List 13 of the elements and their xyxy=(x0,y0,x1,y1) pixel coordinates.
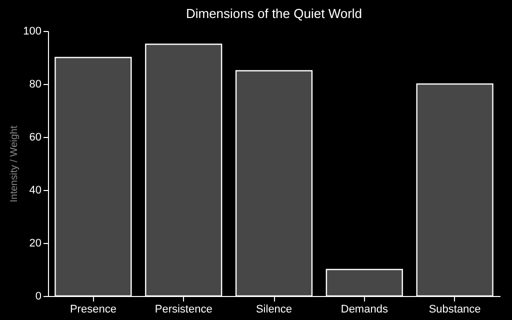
x-tick-label: Silence xyxy=(256,304,292,316)
x-tick-label: Substance xyxy=(428,304,481,316)
x-tick-label: Demands xyxy=(340,304,388,316)
y-tick-label: 20 xyxy=(29,238,42,250)
chart-title: Dimensions of the Quiet World xyxy=(186,6,362,21)
x-tick-label: Presence xyxy=(70,304,116,316)
y-tick-label: 40 xyxy=(29,184,42,196)
x-tick-label: Persistence xyxy=(154,304,212,316)
y-axis-title: Intensity / Weight xyxy=(9,126,20,202)
y-tick-label: 60 xyxy=(29,132,42,144)
y-tick-label: 0 xyxy=(35,290,42,302)
y-tick-label: 100 xyxy=(23,26,42,38)
y-tick-label: 80 xyxy=(29,78,42,90)
